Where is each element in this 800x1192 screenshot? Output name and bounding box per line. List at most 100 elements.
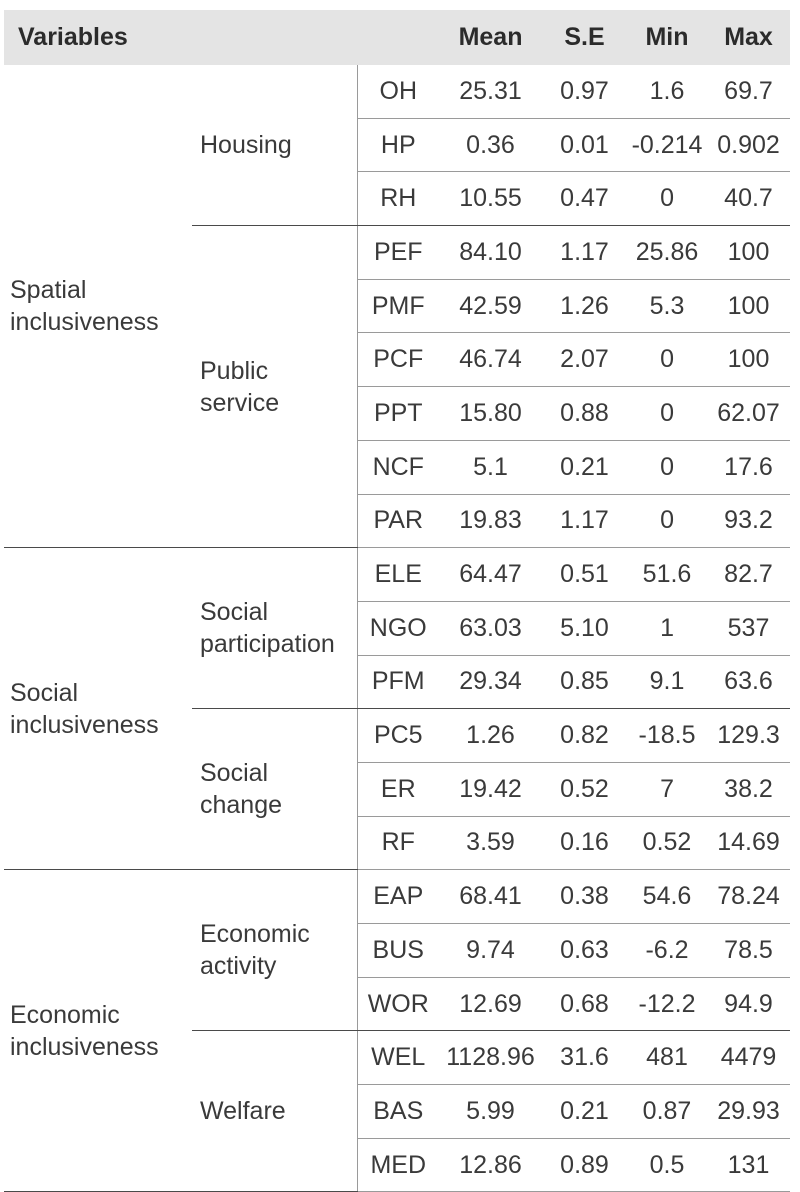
table-row: Social inclusiveness Social participation EL… xyxy=(4,547,791,871)
descriptive-statistics-table: Variables Mean S.E Min Max Spatial inclus… xyxy=(4,10,791,1192)
subgroup-label: Social participation xyxy=(192,547,357,710)
group-label: Social inclusiveness xyxy=(4,547,192,871)
variable-code: NGO xyxy=(356,601,440,656)
variable-code: PC5 xyxy=(356,708,440,763)
variable-code: PEF xyxy=(356,225,440,280)
cell-max: 14.69 xyxy=(707,816,791,871)
variable-code: EAP xyxy=(356,869,440,924)
cell-se: 0.97 xyxy=(542,65,628,119)
cell-se: 5.10 xyxy=(542,601,628,656)
cell-mean: 5.99 xyxy=(439,1084,543,1139)
table-row: WOR 12.69 0.68 -12.2 94.9 xyxy=(4,977,791,1032)
cell-min: -12.2 xyxy=(627,977,708,1032)
cell-min: -6.2 xyxy=(627,923,708,978)
cell-mean: 25.31 xyxy=(439,65,543,119)
cell-min: 0.87 xyxy=(627,1084,708,1139)
header-variables: Variables xyxy=(4,10,440,65)
cell-mean: 29.34 xyxy=(439,655,543,710)
cell-se: 1.26 xyxy=(542,279,628,334)
table-row: Spatial inclusiveness Housing OH 25.31 0.97 1.… xyxy=(4,65,791,549)
subgroup-label: Housing xyxy=(192,65,357,227)
cell-se: 0.68 xyxy=(542,977,628,1032)
cell-min: 0.5 xyxy=(627,1138,708,1192)
table-row: ER 19.42 0.52 7 38.2 xyxy=(4,762,791,817)
cell-se: 0.21 xyxy=(542,440,628,495)
cell-mean: 0.36 xyxy=(439,118,543,173)
cell-se: 0.85 xyxy=(542,655,628,710)
cell-min: -0.214 xyxy=(627,118,708,173)
variable-code: PPT xyxy=(356,386,440,441)
group-label: Economic inclusiveness xyxy=(4,869,192,1192)
cell-mean: 5.1 xyxy=(439,440,543,495)
cell-min: 9.1 xyxy=(627,655,708,710)
cell-min: 54.6 xyxy=(627,869,708,924)
cell-min: 1.6 xyxy=(627,65,708,119)
variable-code: RF xyxy=(356,816,440,871)
table-row: PCF 46.74 2.07 0 100 xyxy=(4,332,791,388)
variable-code: WOR xyxy=(356,977,440,1032)
cell-min: 51.6 xyxy=(627,547,708,602)
cell-max: 40.7 xyxy=(707,171,791,227)
cell-max: 100 xyxy=(707,279,791,334)
variable-code: BAS xyxy=(356,1084,440,1139)
cell-max: 17.6 xyxy=(707,440,791,495)
table-row: PFM 29.34 0.85 9.1 63.6 xyxy=(4,655,791,710)
table-row: BAS 5.99 0.21 0.87 29.93 xyxy=(4,1084,791,1139)
cell-mean: 63.03 xyxy=(439,601,543,656)
cell-max: 78.24 xyxy=(707,869,791,924)
cell-min: 1 xyxy=(627,601,708,656)
variable-code: NCF xyxy=(356,440,440,495)
cell-max: 131 xyxy=(707,1138,791,1192)
header-mean: Mean xyxy=(439,10,543,65)
cell-mean: 15.80 xyxy=(439,386,543,441)
cell-se: 0.16 xyxy=(542,816,628,871)
subgroup-label: Social change xyxy=(192,708,357,871)
table-row: Welfare WEL 1128.96 31.6 481 4479 xyxy=(4,1030,791,1192)
table-row: MED 12.86 0.89 0.5 131 xyxy=(4,1138,791,1192)
table-row: NCF 5.1 0.21 0 17.6 xyxy=(4,440,791,495)
variable-code: ELE xyxy=(356,547,440,602)
cell-max: 100 xyxy=(707,225,791,280)
group-label: Spatial inclusiveness xyxy=(4,65,192,549)
cell-se: 1.17 xyxy=(542,225,628,280)
cell-max: 93.2 xyxy=(707,494,791,549)
cell-se: 2.07 xyxy=(542,332,628,388)
cell-se: 0.63 xyxy=(542,923,628,978)
cell-min: 7 xyxy=(627,762,708,817)
cell-se: 0.51 xyxy=(542,547,628,602)
cell-se: 1.17 xyxy=(542,494,628,549)
cell-max: 537 xyxy=(707,601,791,656)
cell-max: 78.5 xyxy=(707,923,791,978)
table-row: PAR 19.83 1.17 0 93.2 xyxy=(4,494,791,549)
subgroup-label: Economic activity xyxy=(192,869,357,1032)
cell-se: 31.6 xyxy=(542,1030,628,1086)
cell-mean: 12.69 xyxy=(439,977,543,1032)
variable-code: PFM xyxy=(356,655,440,710)
cell-mean: 46.74 xyxy=(439,332,543,388)
cell-min: 0 xyxy=(627,332,708,388)
table-row: NGO 63.03 5.10 1 537 xyxy=(4,601,791,656)
cell-min: -18.5 xyxy=(627,708,708,763)
header-se: S.E xyxy=(542,10,628,65)
cell-se: 0.82 xyxy=(542,708,628,763)
variable-code: ER xyxy=(356,762,440,817)
variable-code: WEL xyxy=(356,1030,440,1086)
header-max: Max xyxy=(707,10,791,65)
cell-mean: 84.10 xyxy=(439,225,543,280)
cell-se: 0.47 xyxy=(542,171,628,227)
cell-max: 63.6 xyxy=(707,655,791,710)
cell-max: 82.7 xyxy=(707,547,791,602)
cell-max: 94.9 xyxy=(707,977,791,1032)
cell-se: 0.89 xyxy=(542,1138,628,1192)
cell-max: 4479 xyxy=(707,1030,791,1086)
cell-se: 0.21 xyxy=(542,1084,628,1139)
subgroup-label: Welfare xyxy=(192,1030,357,1192)
variable-code: HP xyxy=(356,118,440,173)
table-row: Economic inclusiveness Economic activity EAP… xyxy=(4,869,791,1192)
cell-mean: 9.74 xyxy=(439,923,543,978)
cell-min: 0 xyxy=(627,440,708,495)
cell-max: 29.93 xyxy=(707,1084,791,1139)
subgroup-label: Public service xyxy=(192,225,357,549)
table-row: PMF 42.59 1.26 5.3 100 xyxy=(4,279,791,334)
cell-min: 0 xyxy=(627,386,708,441)
